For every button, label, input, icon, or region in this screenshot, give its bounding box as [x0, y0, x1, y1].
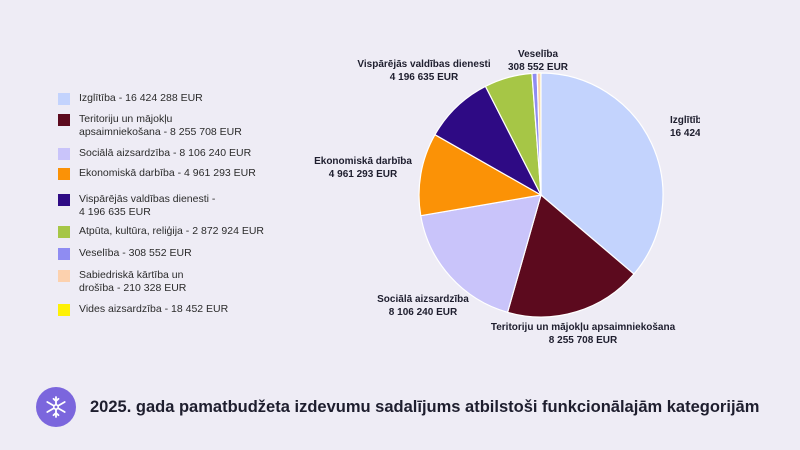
legend-swatch — [58, 304, 70, 316]
legend-item: Atpūta, kultūra, reliģija - 2 872 924 EU… — [58, 225, 308, 238]
data-label: Vispārējās valdības dienesti — [357, 59, 490, 70]
data-label: Izglītība — [670, 115, 700, 126]
legend-label: Atpūta, kultūra, reliģija - 2 872 924 EU… — [79, 225, 265, 237]
data-label: 16 424 288 EUR — [670, 128, 700, 139]
legend-swatch — [58, 148, 70, 160]
pie-slice — [420, 194, 542, 314]
legend-item: Teritoriju un mājokļu apsaimniekošana - 8… — [58, 113, 308, 139]
legend-label: Vispārējās valdības dienesti -4 196 635 … — [79, 193, 216, 218]
legend-swatch — [58, 114, 70, 126]
legend-item: Sabiedriskā kārtība un drošība - 210 328 … — [58, 269, 308, 295]
legend-item: Vides aizsardzība - 18 452 EUR — [58, 303, 308, 316]
pie-chart: Izglītība 16 424 288 EUR Teritoriju un māj… — [314, 49, 700, 346]
legend-item: Veselība - 308 552 EUR — [58, 247, 308, 260]
pie-slice — [418, 133, 543, 217]
legend-swatch — [58, 270, 70, 282]
legend-label: Sabiedriskā kārtība un drošība - 210 328 … — [79, 269, 187, 294]
logo — [36, 387, 76, 427]
data-label: 8 106 240 EUR — [389, 307, 458, 318]
data-label: 308 552 EUR — [508, 62, 569, 73]
legend-item: Izglītība - 16 424 288 EUR — [58, 92, 308, 105]
footer: 2025. gada pamatbudžeta izdevumu sadalīj… — [36, 385, 759, 429]
legend-item: Sociālā aizsardzība - 8 106 240 EUR — [58, 147, 308, 160]
data-label: Veselība — [518, 49, 558, 60]
data-label: 8 255 708 EUR — [549, 335, 618, 346]
snowflake-icon — [46, 396, 66, 418]
legend-label: Vides aizsardzība - 18 452 EUR — [79, 303, 229, 315]
legend-label: Sociālā aizsardzība - 8 106 240 EUR — [79, 147, 252, 159]
data-label: Sociālā aizsardzība — [377, 294, 469, 305]
legend-label: Teritoriju un mājokļu apsaimniekošana - 8… — [79, 113, 242, 138]
data-label: 4 961 293 EUR — [329, 169, 398, 180]
data-label: Ekonomiskā darbība — [314, 156, 412, 167]
data-label: Teritoriju un mājokļu apsaimniekošana — [491, 322, 676, 333]
legend-swatch — [58, 194, 70, 206]
legend-swatch — [58, 248, 70, 260]
legend-swatch — [58, 93, 70, 105]
legend-swatch — [58, 226, 70, 238]
legend-label: Veselība - 308 552 EUR — [79, 247, 192, 259]
legend-item: Ekonomiskā darbība - 4 961 293 EUR — [58, 167, 308, 180]
pie-slice — [540, 72, 664, 275]
pie-slice — [506, 193, 635, 318]
legend-item: Vispārējās valdības dienesti -4 196 635 … — [58, 193, 308, 219]
legend-label: Ekonomiskā darbība - 4 961 293 EUR — [79, 167, 256, 179]
data-label: 4 196 635 EUR — [390, 72, 459, 83]
chart-title: 2025. gada pamatbudžeta izdevumu sadalīj… — [90, 397, 760, 416]
legend-label: Izglītība - 16 424 288 EUR — [79, 92, 203, 104]
legend-swatch — [58, 168, 70, 180]
